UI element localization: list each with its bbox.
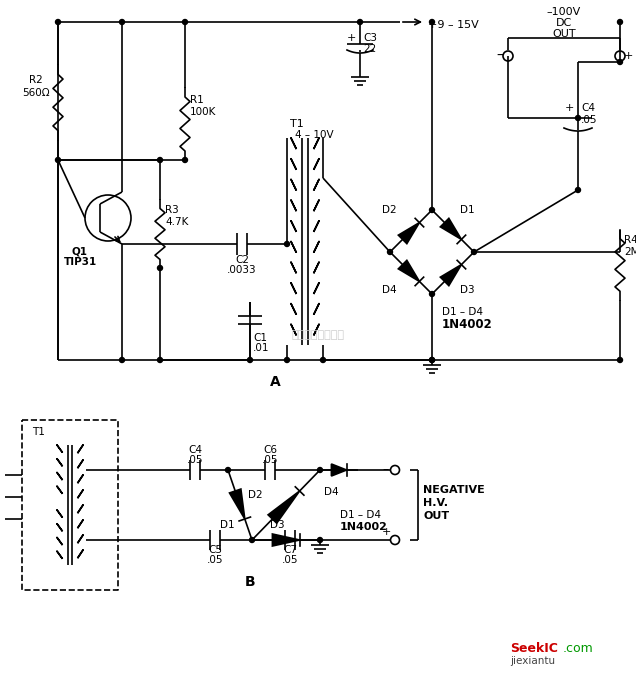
Text: T1: T1 bbox=[32, 427, 45, 437]
Circle shape bbox=[55, 20, 60, 25]
Text: –: – bbox=[497, 49, 504, 63]
Text: R3: R3 bbox=[165, 205, 179, 215]
Text: TIP31: TIP31 bbox=[64, 257, 97, 267]
Circle shape bbox=[183, 20, 188, 25]
Text: .05: .05 bbox=[187, 455, 204, 465]
Text: 1N4002: 1N4002 bbox=[442, 318, 493, 331]
Text: 22: 22 bbox=[363, 44, 377, 54]
Circle shape bbox=[576, 115, 581, 121]
Text: jiexiantu: jiexiantu bbox=[510, 656, 555, 666]
Circle shape bbox=[226, 467, 230, 473]
Text: NEGATIVE: NEGATIVE bbox=[423, 485, 485, 495]
Text: 2MEG: 2MEG bbox=[624, 247, 636, 257]
Text: OUT: OUT bbox=[552, 29, 576, 39]
Circle shape bbox=[618, 59, 623, 65]
Text: 4 – 10V: 4 – 10V bbox=[295, 130, 334, 140]
Text: H.V.: H.V. bbox=[423, 498, 448, 508]
Text: D2: D2 bbox=[248, 490, 263, 500]
Circle shape bbox=[576, 188, 581, 192]
Text: .com: .com bbox=[563, 642, 594, 655]
Text: C1: C1 bbox=[253, 333, 267, 343]
Circle shape bbox=[55, 158, 60, 162]
Polygon shape bbox=[268, 491, 300, 523]
Polygon shape bbox=[272, 534, 300, 546]
Text: OUT: OUT bbox=[423, 511, 449, 521]
Text: C5: C5 bbox=[208, 545, 222, 555]
Text: –: – bbox=[383, 464, 389, 477]
Circle shape bbox=[321, 357, 326, 363]
Text: +9 – 15V: +9 – 15V bbox=[428, 20, 479, 30]
Text: R1: R1 bbox=[190, 95, 204, 105]
Circle shape bbox=[120, 20, 125, 25]
Text: .05: .05 bbox=[581, 115, 597, 125]
Text: C6: C6 bbox=[263, 445, 277, 455]
Text: B: B bbox=[245, 575, 255, 589]
Text: 560Ω: 560Ω bbox=[22, 88, 50, 98]
Circle shape bbox=[357, 20, 363, 25]
Polygon shape bbox=[440, 265, 461, 286]
Circle shape bbox=[247, 357, 252, 363]
Circle shape bbox=[183, 158, 188, 162]
Circle shape bbox=[158, 158, 163, 162]
Text: .01: .01 bbox=[253, 343, 270, 353]
Circle shape bbox=[120, 357, 125, 363]
Text: +: + bbox=[565, 103, 574, 113]
Text: .05: .05 bbox=[207, 555, 223, 565]
Text: D1 – D4: D1 – D4 bbox=[340, 510, 381, 520]
Text: +: + bbox=[347, 33, 356, 43]
Text: +: + bbox=[623, 51, 633, 61]
Circle shape bbox=[284, 357, 289, 363]
Text: –100V: –100V bbox=[547, 7, 581, 17]
Circle shape bbox=[429, 207, 434, 213]
Circle shape bbox=[387, 250, 392, 254]
Circle shape bbox=[471, 250, 476, 254]
Circle shape bbox=[158, 265, 163, 271]
Circle shape bbox=[317, 537, 322, 542]
Text: D4: D4 bbox=[324, 487, 338, 497]
Circle shape bbox=[284, 241, 289, 246]
Text: C4: C4 bbox=[581, 103, 595, 113]
Text: R4: R4 bbox=[624, 235, 636, 245]
Text: C3: C3 bbox=[363, 33, 377, 43]
Polygon shape bbox=[230, 489, 245, 519]
Text: D2: D2 bbox=[382, 205, 397, 215]
Circle shape bbox=[429, 20, 434, 25]
Polygon shape bbox=[440, 218, 461, 239]
Text: A: A bbox=[270, 375, 280, 389]
Polygon shape bbox=[398, 261, 419, 282]
Text: 100K: 100K bbox=[190, 107, 216, 117]
Text: C4: C4 bbox=[188, 445, 202, 455]
Text: Q1: Q1 bbox=[72, 246, 88, 256]
Text: C2: C2 bbox=[235, 255, 249, 265]
Circle shape bbox=[429, 357, 434, 363]
Text: C7: C7 bbox=[283, 545, 297, 555]
Polygon shape bbox=[331, 464, 347, 476]
Text: D3: D3 bbox=[270, 520, 285, 530]
Text: D3: D3 bbox=[460, 285, 474, 295]
Text: D4: D4 bbox=[382, 285, 397, 295]
Text: T1: T1 bbox=[290, 119, 304, 129]
Circle shape bbox=[429, 357, 434, 363]
Circle shape bbox=[618, 20, 623, 25]
Text: D1: D1 bbox=[220, 520, 235, 530]
Text: .05: .05 bbox=[262, 455, 279, 465]
Text: D1 – D4: D1 – D4 bbox=[442, 307, 483, 317]
Text: D1: D1 bbox=[460, 205, 474, 215]
Text: 4.7K: 4.7K bbox=[165, 217, 188, 227]
Text: 积睿科技有限公司: 积睿科技有限公司 bbox=[291, 330, 345, 340]
Text: +: + bbox=[382, 527, 391, 537]
Circle shape bbox=[249, 537, 254, 542]
Circle shape bbox=[618, 357, 623, 363]
Text: .05: .05 bbox=[282, 555, 298, 565]
Polygon shape bbox=[398, 222, 419, 243]
Circle shape bbox=[429, 291, 434, 297]
Circle shape bbox=[317, 467, 322, 473]
Text: R2: R2 bbox=[29, 75, 43, 85]
Text: DC: DC bbox=[556, 18, 572, 28]
Text: 1N4002: 1N4002 bbox=[340, 522, 388, 532]
Circle shape bbox=[158, 357, 163, 363]
Text: .0033: .0033 bbox=[227, 265, 257, 275]
Text: SeekIC: SeekIC bbox=[510, 642, 558, 655]
